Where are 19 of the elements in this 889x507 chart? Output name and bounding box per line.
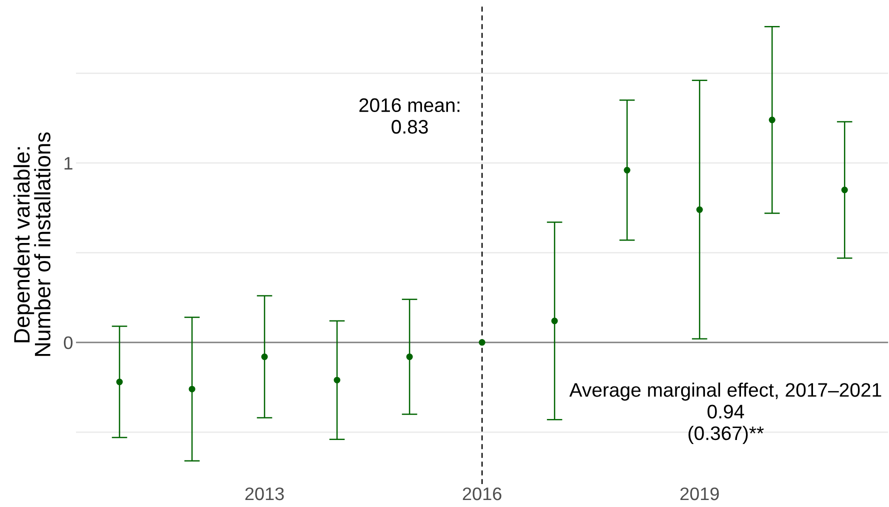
y-tick-label: 0 <box>64 336 73 350</box>
point <box>478 339 486 346</box>
annotation: 2016 mean: 0.83 <box>359 98 460 134</box>
point <box>551 318 558 324</box>
annotation: Average marginal effect, 2017–2021 0.94 (0.367)** <box>569 382 882 444</box>
point <box>696 206 703 213</box>
y-tick-label: 1 <box>64 157 72 170</box>
y-axis-title: Dependent variable: Number of installations <box>13 132 50 356</box>
x-tick-label: 2016 <box>462 487 502 500</box>
point <box>116 378 123 386</box>
point <box>188 386 196 392</box>
point <box>406 354 413 360</box>
point <box>334 376 340 384</box>
point <box>841 186 848 194</box>
point <box>261 354 268 360</box>
point <box>768 116 776 124</box>
x-tick-label: 2019 <box>680 487 719 500</box>
point <box>624 166 630 174</box>
x-tick-label: 2013 <box>245 487 284 500</box>
